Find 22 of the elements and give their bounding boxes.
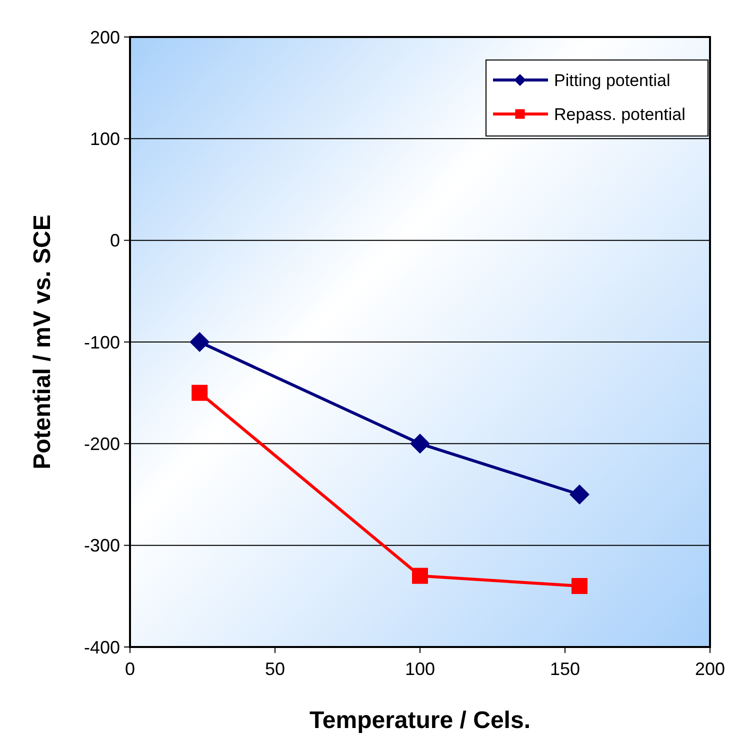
point (412, 568, 428, 584)
y-tick-label: -100 (84, 332, 120, 352)
x-tick-label: 200 (694, 659, 726, 679)
x-tick-label: 150 (550, 659, 580, 679)
x-axis-title: Temperature / Cels. (310, 707, 530, 734)
point (192, 384, 208, 401)
y-tick-label: 100 (90, 128, 120, 149)
x-tick-label: 0 (124, 659, 136, 679)
point (570, 484, 590, 504)
point (410, 434, 430, 454)
point (190, 332, 210, 352)
y-tick-label: 200 (90, 27, 120, 48)
y-tick-label: 0 (110, 230, 120, 251)
y-tick-label: -400 (84, 637, 120, 658)
y-axis-title: Potential / mV vs. SCE (29, 214, 56, 470)
x-tick-label: 50 (264, 659, 286, 679)
y-tick-label: -200 (84, 434, 120, 454)
legend-label: Pitting potential (554, 70, 670, 90)
y-tick-label: -300 (84, 536, 120, 556)
point (572, 578, 588, 594)
legend-label: Repass. potential (554, 104, 686, 124)
x-tick-label: 100 (404, 659, 436, 679)
